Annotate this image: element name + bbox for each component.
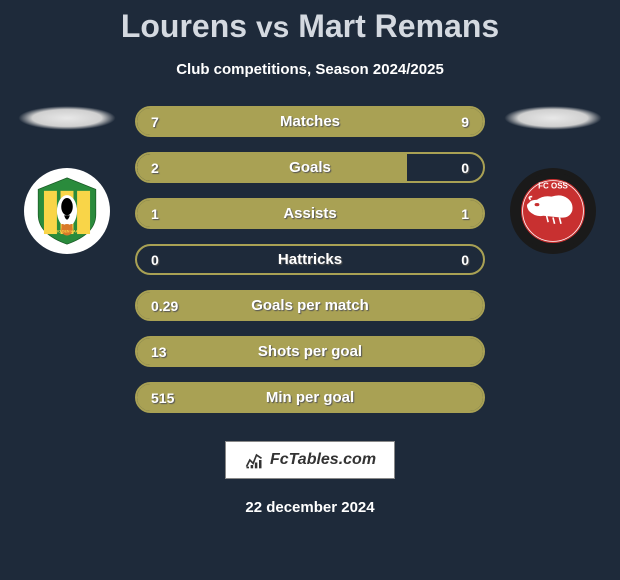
svg-text:ADO DEN HAAG: ADO DEN HAAG [53, 230, 81, 234]
stat-label: Goals per match [251, 297, 369, 314]
stat-bar: 1 Assists 1 [135, 198, 485, 229]
vs-text: vs [256, 11, 289, 44]
team-logo-right: FC OSS [510, 168, 596, 254]
svg-text:FC OSS: FC OSS [538, 182, 568, 191]
stat-label: Hattricks [278, 251, 342, 268]
stat-value-left: 2 [151, 160, 159, 176]
stat-bar: 0.29 Goals per match [135, 290, 485, 321]
stat-value-left: 515 [151, 390, 174, 406]
stat-label: Shots per goal [258, 343, 362, 360]
stat-label: Goals [289, 159, 331, 176]
team-logo-left: ADO DEN HAAG [24, 168, 110, 254]
stat-fill-left [137, 154, 407, 181]
stat-label: Min per goal [266, 389, 354, 406]
right-team-col: FC OSS [503, 106, 603, 254]
stats-column: 7 Matches 9 2 Goals 0 1 Assists 1 0 Hattricks 0 0.29… [135, 106, 485, 413]
stat-value-right: 1 [461, 206, 469, 222]
player2-name: Mart Remans [298, 8, 499, 44]
stat-bar: 0 Hattricks 0 [135, 244, 485, 275]
stat-bar: 2 Goals 0 [135, 152, 485, 183]
shadow-ellipse-right [504, 106, 602, 130]
stat-value-right: 0 [461, 160, 469, 176]
stat-bar: 515 Min per goal [135, 382, 485, 413]
stat-bar: 13 Shots per goal [135, 336, 485, 367]
subtitle: Club competitions, Season 2024/2025 [0, 61, 620, 78]
stat-bar: 7 Matches 9 [135, 106, 485, 137]
footer-date: 22 december 2024 [0, 499, 620, 516]
stat-value-right: 0 [461, 252, 469, 268]
shadow-ellipse-left [18, 106, 116, 130]
chart-icon [244, 450, 264, 470]
stat-value-left: 7 [151, 114, 159, 130]
main-content: ADO DEN HAAG 7 Matches 9 2 Goals 0 1 Assists 1 0 H… [0, 106, 620, 413]
oss-logo-icon: FC OSS [513, 171, 593, 251]
stat-label: Assists [283, 205, 336, 222]
left-team-col: ADO DEN HAAG [17, 106, 117, 254]
stat-value-left: 0 [151, 252, 159, 268]
stat-value-right: 9 [461, 114, 469, 130]
player1-name: Lourens [121, 8, 247, 44]
page-title: Lourens vs Mart Remans [0, 0, 620, 45]
stat-value-left: 0.29 [151, 298, 178, 314]
ado-logo-icon: ADO DEN HAAG [31, 175, 103, 247]
stat-value-left: 1 [151, 206, 159, 222]
stat-label: Matches [280, 113, 340, 130]
brand-footer[interactable]: FcTables.com [225, 441, 395, 479]
brand-text: FcTables.com [270, 451, 376, 469]
stat-value-left: 13 [151, 344, 167, 360]
